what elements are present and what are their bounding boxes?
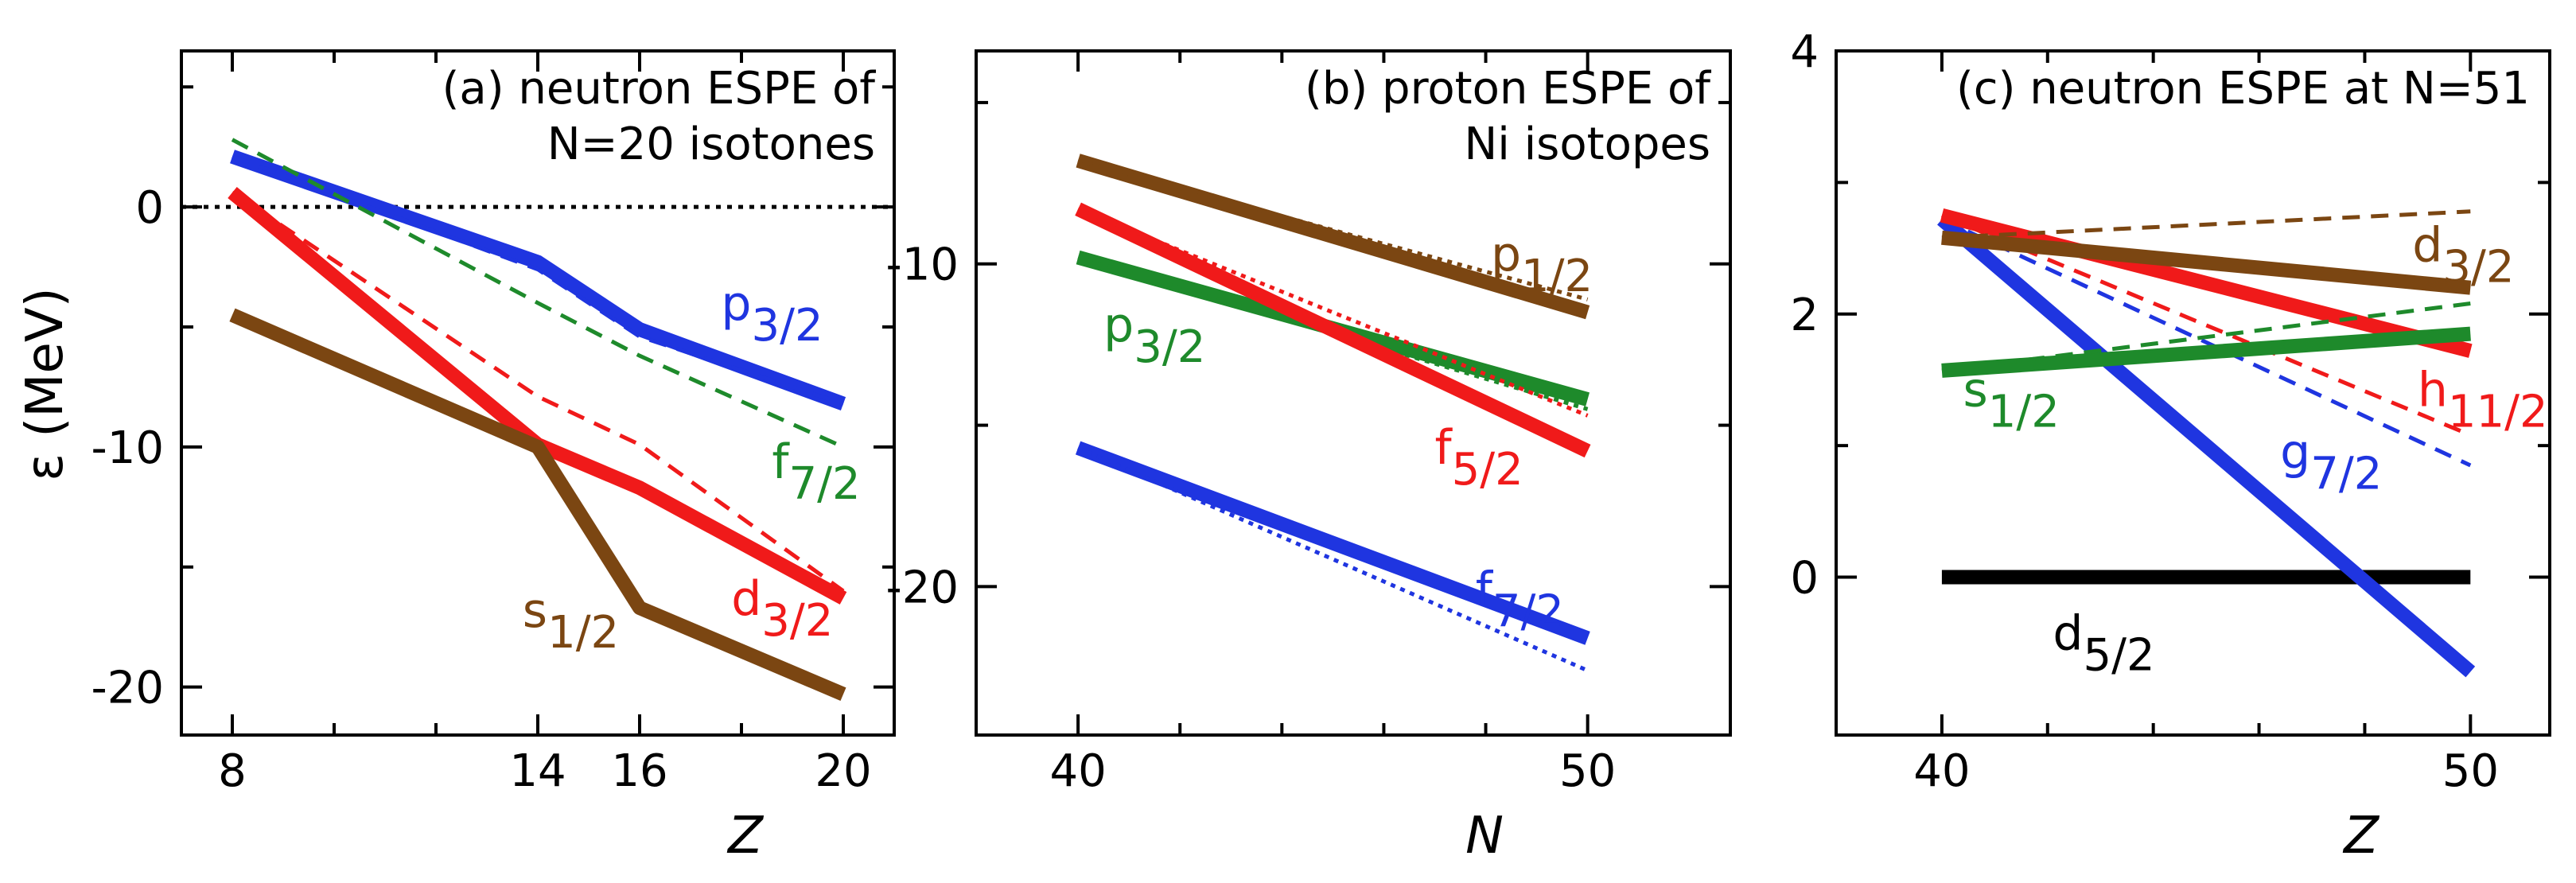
panel-a-title-line: (a) neutron ESPE of <box>442 63 877 115</box>
panel-b-series-f7-2 <box>1075 441 1590 645</box>
panel-c-series-d3-2 <box>1941 230 2472 295</box>
panel-b-orbital-label-f7-2: f7/2 <box>1476 562 1564 638</box>
panel-c-series-g7-2 <box>1937 213 2476 678</box>
panel-a-ytick-label: -10 <box>91 422 164 474</box>
panel-c-frame <box>1835 49 2551 737</box>
panel-a-series-d3-2 <box>228 187 847 605</box>
panel-b-xlabel: N <box>1465 807 1504 865</box>
panel-c-series-h11-2 <box>1940 208 2473 358</box>
panel-b-orbital-label-p1-2: p1/2 <box>1491 227 1593 302</box>
panel-c-orbital-label-g7-2: g7/2 <box>2280 424 2382 500</box>
panel-a-ytick-label: 0 <box>135 182 164 234</box>
panel-b-ytick-label: -20 <box>886 562 959 613</box>
panel-b-series-f5-2 <box>1075 202 1591 458</box>
panel-b-series-p1-2 <box>1076 154 1590 320</box>
panel-b-title-line: (b) proton ESPE of <box>1305 63 1711 115</box>
panel-c-series-s1-2 <box>1941 326 2471 378</box>
panel-a-orbital-label-p3-2: p3/2 <box>721 276 823 352</box>
panel-c-orbital-label-h11-2: h11/2 <box>2418 363 2548 438</box>
panel-c-ytick-label: 4 <box>1790 26 1819 78</box>
panel-c-title-line: (c) neutron ESPE at N=51 <box>1956 63 2530 115</box>
panel-c-xtick-label: 50 <box>2442 745 2499 797</box>
panel-a-xtick-label: 20 <box>815 745 871 797</box>
panel-b-title-line: Ni isotopes <box>1464 119 1710 170</box>
panel-a-series-p3-2 <box>230 150 846 411</box>
panel-b-ytick-label: -10 <box>886 239 959 291</box>
panel-b-frame <box>975 49 1732 737</box>
panel-a-xlabel: Z <box>726 807 764 865</box>
panel-a-xtick-label: 8 <box>218 745 247 797</box>
panel-b-orbital-label-p3-2: p3/2 <box>1103 298 1205 373</box>
panel-a-title-line: N=20 isotones <box>547 119 875 170</box>
panel-c-ytick-label: 2 <box>1790 290 1819 341</box>
panel-a-xtick-label: 16 <box>611 745 667 797</box>
panel-a-orbital-label-s1-2: s1/2 <box>523 583 619 659</box>
panel-a-series-p3-2-dashed <box>232 154 844 406</box>
panel-c-orbital-label-d5-2: d5/2 <box>2053 606 2154 682</box>
panel-c-xtick-label: 40 <box>1913 745 1970 797</box>
panel-b-orbital-label-f5-2: f5/2 <box>1434 420 1523 496</box>
panel-a-orbital-label-f7-2: f7/2 <box>772 434 860 510</box>
panel-a: ε (MeV) 8 14 16 20 0 -10 -20 Z (a) neutron ESPE … <box>16 49 896 865</box>
panel-b-series-f5-2-dotted <box>1077 207 1589 418</box>
panel-c-plot: 40 50 0 2 4 Z (c) neutron ESPE at N=51 d3/2 s1/2… <box>1790 26 2551 865</box>
panel-a-series-f7-2 <box>231 138 845 449</box>
panel-c-xlabel: Z <box>2342 807 2379 865</box>
panel-b-xtick-label: 40 <box>1049 745 1106 797</box>
panel-c-series-g7-2-dashed <box>1940 217 2472 468</box>
panel-a-series-s1-2 <box>229 308 846 701</box>
panel-a-xtick-label: 14 <box>509 745 566 797</box>
panel-a-ylabel: ε (MeV) <box>16 287 75 480</box>
panel-c-orbital-label-s1-2: s1/2 <box>1963 363 2059 438</box>
panel-c-series-s1-2-dashed <box>1941 301 2471 373</box>
panel-a-ytick-label: -20 <box>91 663 164 714</box>
panel-c: 40 50 0 2 4 Z (c) neutron ESPE at N=51 d3/2 s1/2… <box>1790 26 2551 865</box>
panel-c-series-d3-2-dashed <box>1941 209 2471 240</box>
panel-b-xtick-label: 50 <box>1559 745 1616 797</box>
panel-a-orbital-label-d3-2: d3/2 <box>731 571 833 647</box>
panel-a-series-d3-2-dashed <box>231 190 845 593</box>
panel-c-orbital-label-d3-2: d3/2 <box>2412 218 2514 294</box>
panel-c-ytick-label: 0 <box>1790 553 1819 605</box>
panel-a-plot: 8 14 16 20 0 -10 -20 Z (a) neutron ESPE ofN=20 i… <box>91 49 896 865</box>
